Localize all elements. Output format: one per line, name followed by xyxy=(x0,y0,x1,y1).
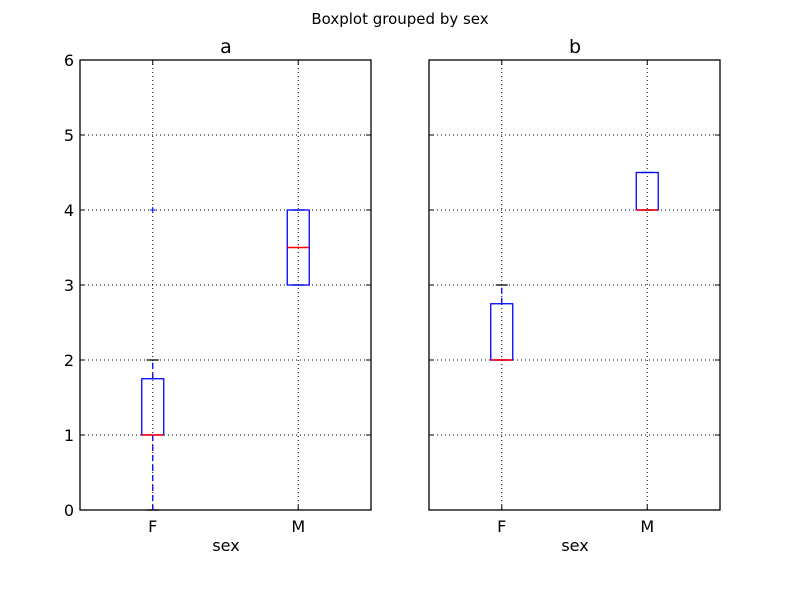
axes-frame-b xyxy=(428,59,721,511)
xtick-label-M-b: M xyxy=(640,517,654,536)
ytick-label-5: 5 xyxy=(64,126,74,145)
xtick-label-F-a: F xyxy=(148,517,157,536)
xtick-label-F-b: F xyxy=(497,517,506,536)
figure-suptitle: Boxplot grouped by sex xyxy=(311,10,488,28)
ytick-label-3: 3 xyxy=(64,276,74,295)
ytick-label-6: 6 xyxy=(64,51,74,70)
panel-b: b sex F M xyxy=(428,36,721,555)
axes-frame-a xyxy=(79,59,372,511)
panel-title-b: b xyxy=(569,36,581,58)
x-axis-label-a: sex xyxy=(212,536,239,555)
ytick-label-1: 1 xyxy=(64,426,74,445)
ytick-label-0: 0 xyxy=(64,501,74,520)
panel-title-a: a xyxy=(220,36,232,58)
x-axis-label-b: sex xyxy=(561,536,588,555)
box-F-a xyxy=(141,378,165,436)
xtick-label-M-a: M xyxy=(291,517,305,536)
ytick-label-4: 4 xyxy=(64,201,74,220)
ytick-label-2: 2 xyxy=(64,351,74,370)
panel-a: a sex 0 1 2 3 4 5 6 F M xyxy=(64,36,372,555)
